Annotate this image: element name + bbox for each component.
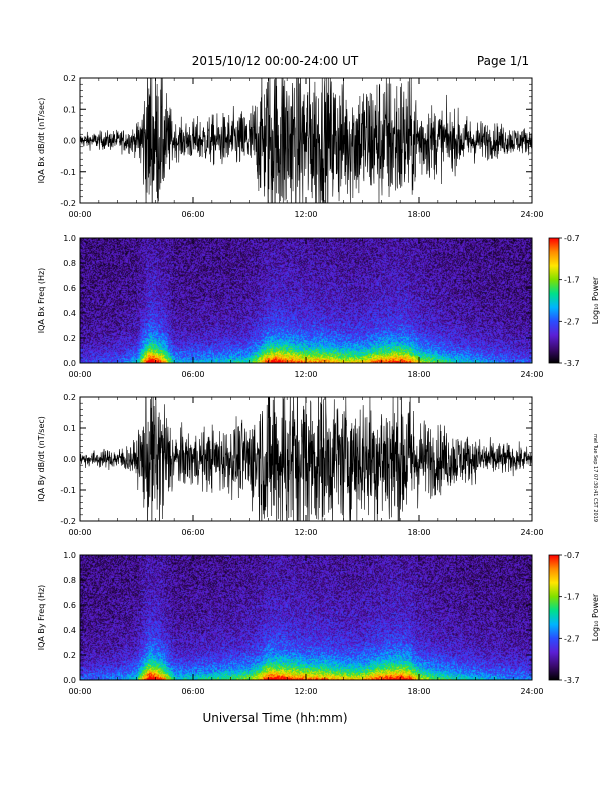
y-tick-label: 0.1 bbox=[63, 105, 76, 114]
x-tick-label: 06:00 bbox=[181, 370, 204, 379]
y-tick-label: -0.2 bbox=[60, 199, 76, 208]
y-tick-label: 0.2 bbox=[63, 393, 76, 402]
y-tick-label: -0.1 bbox=[60, 168, 76, 177]
y-tick-label: 0.4 bbox=[63, 626, 76, 635]
y-axis-label: IQA By Freq (Hz) bbox=[37, 585, 46, 651]
x-tick-label: 00:00 bbox=[68, 528, 91, 537]
x-tick-label: 18:00 bbox=[407, 687, 430, 696]
y-tick-label: 0.0 bbox=[63, 137, 76, 146]
colorbar-label: Log₁₀ Power bbox=[591, 276, 600, 324]
y-tick-label: 0.8 bbox=[63, 259, 76, 268]
spectrogram-image bbox=[80, 555, 532, 680]
x-tick-label: 06:00 bbox=[181, 687, 204, 696]
y-axis-label: IQA Bx Freq (Hz) bbox=[37, 268, 46, 334]
colorbar-label: Log₁₀ Power bbox=[591, 593, 600, 641]
x-tick-label: 00:00 bbox=[68, 210, 91, 219]
x-tick-label: 18:00 bbox=[407, 528, 430, 537]
y-tick-label: 1.0 bbox=[63, 234, 76, 243]
generation-timestamp: mel Tue Sep 17 07:30:41 CST 2019 bbox=[592, 434, 598, 522]
x-tick-label: 24:00 bbox=[520, 687, 543, 696]
colorbar-tick-label: -2.7 bbox=[564, 634, 580, 643]
y-tick-label: 0.2 bbox=[63, 651, 76, 660]
page-number: Page 1/1 bbox=[477, 54, 529, 68]
x-axis-label: Universal Time (hh:mm) bbox=[202, 711, 347, 725]
x-tick-label: 00:00 bbox=[68, 687, 91, 696]
x-tick-label: 00:00 bbox=[68, 370, 91, 379]
waveform-trace bbox=[80, 78, 532, 203]
colorbar bbox=[548, 237, 560, 364]
y-tick-label: 0.2 bbox=[63, 334, 76, 343]
colorbar-tick-label: -1.7 bbox=[564, 276, 580, 285]
x-tick-label: 18:00 bbox=[407, 370, 430, 379]
colorbar-tick-label: -0.7 bbox=[564, 234, 580, 243]
y-tick-label: 1.0 bbox=[63, 551, 76, 560]
y-tick-label: 0.8 bbox=[63, 576, 76, 585]
top-waveform-panel: 00:00 06:00 12:00 18:00 24:00 0.2 0.1 0.0 -0.1 -0… bbox=[37, 74, 544, 219]
y-tick-label: -0.1 bbox=[60, 486, 76, 495]
y-tick-label: 0.0 bbox=[63, 359, 76, 368]
y-tick-label: 0.6 bbox=[63, 284, 76, 293]
colorbar-tick-label: -2.7 bbox=[564, 317, 580, 326]
x-tick-label: 24:00 bbox=[520, 370, 543, 379]
y-axis-label: IQA By dB/dt (nT/sec) bbox=[37, 416, 46, 502]
y-tick-label: 0.2 bbox=[63, 74, 76, 83]
x-tick-label: 06:00 bbox=[181, 210, 204, 219]
x-tick-label: 12:00 bbox=[294, 370, 317, 379]
y-tick-label: 0.0 bbox=[63, 455, 76, 464]
y-tick-label: 0.1 bbox=[63, 424, 76, 433]
x-tick-label: 18:00 bbox=[407, 210, 430, 219]
waveform-trace bbox=[80, 397, 532, 521]
y-tick-label: 0.6 bbox=[63, 601, 76, 610]
y-axis-label: IQA Bx dB/dt (nT/sec) bbox=[37, 98, 46, 184]
x-tick-label: 12:00 bbox=[294, 687, 317, 696]
top-spectrogram-panel: -0.7 -1.7 -2.7 -3.7 Log₁₀ Power 00:00 06:00 12:… bbox=[37, 234, 600, 379]
figure-title: 2015/10/12 00:00-24:00 UT bbox=[192, 54, 359, 68]
bottom-waveform-panel: 00:00 06:00 12:00 18:00 24:00 0.2 0.1 0.0 -0.1 -0… bbox=[37, 393, 544, 537]
spectrogram-image bbox=[80, 238, 532, 363]
x-tick-label: 12:00 bbox=[294, 210, 317, 219]
x-tick-label: 24:00 bbox=[520, 210, 543, 219]
colorbar bbox=[548, 554, 560, 681]
y-tick-label: 0.4 bbox=[63, 309, 76, 318]
x-tick-label: 06:00 bbox=[181, 528, 204, 537]
colorbar-tick-label: -3.7 bbox=[564, 359, 580, 368]
y-tick-label: 0.0 bbox=[63, 676, 76, 685]
x-tick-label: 12:00 bbox=[294, 528, 317, 537]
colorbar-tick-label: -3.7 bbox=[564, 676, 580, 685]
colorbar-tick-label: -1.7 bbox=[564, 593, 580, 602]
x-tick-label: 24:00 bbox=[520, 528, 543, 537]
colorbar-tick-label: -0.7 bbox=[564, 551, 580, 560]
y-tick-label: -0.2 bbox=[60, 517, 76, 526]
bottom-spectrogram-panel: -0.7 -1.7 -2.7 -3.7 Log₁₀ Power 00:00 06:00 12:… bbox=[37, 551, 600, 696]
